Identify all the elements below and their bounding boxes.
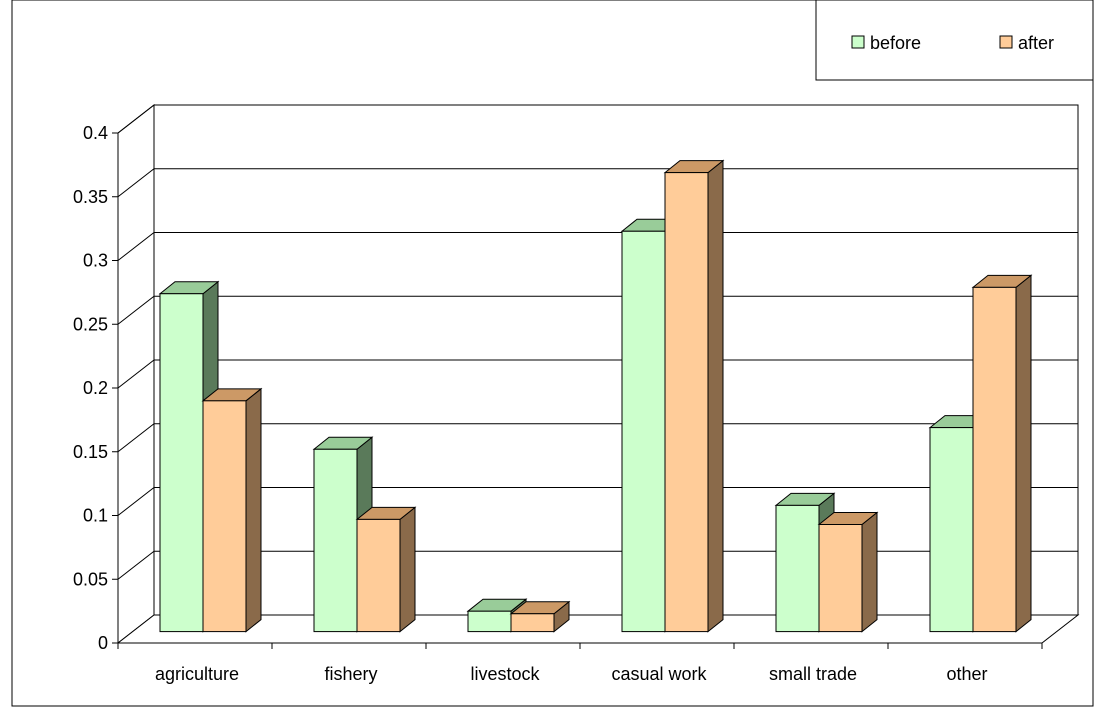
axes	[112, 132, 1043, 649]
gridline	[117, 104, 1078, 134]
gridline	[117, 550, 1078, 580]
bar-front	[972, 286, 1017, 633]
gridline	[117, 487, 1078, 516]
bar-front	[621, 230, 666, 633]
legend-label-before: before	[870, 33, 921, 53]
bar-front	[775, 504, 820, 633]
x-tick-label: casual work	[611, 664, 707, 684]
gridline	[117, 359, 1078, 389]
x-tick-label: livestock	[470, 664, 540, 684]
bar-side	[245, 387, 262, 633]
bar-side	[399, 506, 416, 633]
bar-side	[707, 159, 724, 633]
x-tick-label: agriculture	[155, 664, 239, 684]
y-tick-label: 0	[98, 633, 108, 653]
bar-front	[159, 293, 204, 633]
bar-after-livestock	[509, 600, 571, 633]
bar-front	[510, 613, 555, 633]
y-tick-label: 0.05	[73, 569, 108, 589]
bar-after-fishery	[355, 506, 417, 633]
legend-swatch-after	[999, 35, 1013, 49]
gridline	[117, 295, 1078, 325]
x-tick-label: other	[946, 664, 987, 684]
y-tick-label: 0.25	[73, 314, 108, 334]
y-tick-label: 0.4	[83, 123, 108, 143]
y-tick-label: 0.15	[73, 442, 108, 462]
gridline	[117, 232, 1078, 261]
legend: before after	[815, 0, 1094, 81]
gridline	[117, 423, 1078, 453]
bar-front	[313, 448, 358, 633]
bar-after-casual-work	[663, 159, 725, 633]
y-tick-labels: 0 0.05 0.1 0.15 0.2 0.25 0.3 0.35 0.4	[73, 123, 108, 653]
bar-after-other	[971, 274, 1033, 633]
y-tick-label: 0.35	[73, 187, 108, 207]
x-tick-label: fishery	[324, 664, 377, 684]
bar-after-agriculture	[201, 387, 263, 633]
bar-front	[202, 400, 247, 633]
bar-front	[664, 172, 709, 633]
bar-side	[861, 511, 878, 633]
x-tick-label: small trade	[769, 664, 857, 684]
y-tick-label: 0.2	[83, 378, 108, 398]
bars	[158, 159, 1033, 633]
legend-swatch-before	[851, 35, 865, 49]
gridlines	[117, 104, 1078, 580]
bar-front	[356, 518, 401, 633]
bar-front	[467, 610, 512, 633]
bar-front	[818, 524, 863, 633]
y-tick-label: 0.3	[83, 251, 108, 271]
bar-front	[929, 427, 974, 633]
y-tick-label: 0.1	[83, 506, 108, 526]
gridline	[117, 168, 1078, 198]
x-tick-labels: agriculture fishery livestock casual work sm…	[155, 664, 988, 684]
bar-after-small-trade	[817, 511, 879, 633]
legend-label-after: after	[1018, 33, 1054, 53]
bar-side	[1015, 274, 1032, 633]
